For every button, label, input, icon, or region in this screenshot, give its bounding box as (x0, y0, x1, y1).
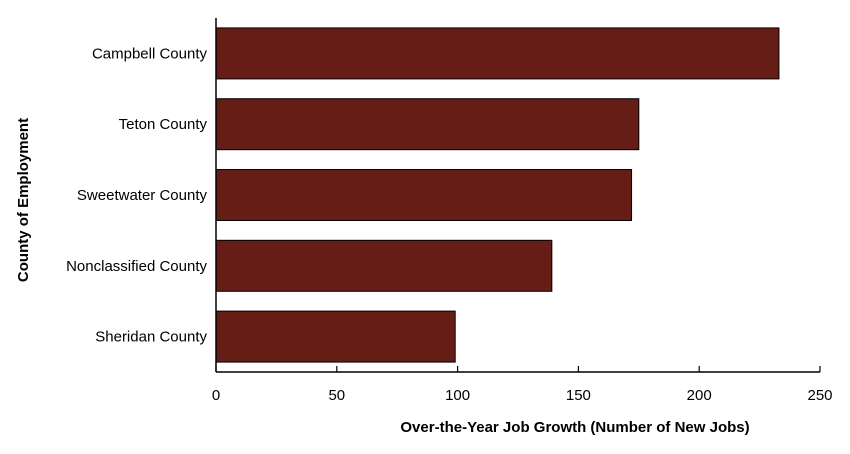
category-label: Sweetwater County (77, 187, 208, 204)
x-axis-ticks: 0 50 100 150 200 250 (212, 366, 833, 404)
bar (215, 169, 633, 221)
x-tick-label: 250 (807, 387, 832, 404)
bars-group (215, 27, 780, 363)
bar (215, 239, 553, 292)
category-label: Teton County (119, 116, 208, 133)
x-tick-label: 200 (687, 387, 712, 404)
y-axis-title: County of Employment (15, 118, 32, 282)
x-tick-label: 150 (566, 387, 591, 404)
bar (215, 310, 456, 363)
bar (215, 98, 640, 151)
x-tick-label: 0 (212, 387, 220, 404)
bar (215, 27, 780, 80)
category-label: Nonclassified County (66, 258, 207, 275)
x-tick-label: 100 (445, 387, 470, 404)
x-tick-label: 50 (328, 387, 345, 404)
x-axis-title: Over-the-Year Job Growth (Number of New … (400, 419, 749, 436)
category-labels: Campbell County Teton County Sweetwater Co… (66, 45, 207, 345)
category-label: Sheridan County (95, 329, 207, 346)
category-label: Campbell County (92, 45, 208, 62)
